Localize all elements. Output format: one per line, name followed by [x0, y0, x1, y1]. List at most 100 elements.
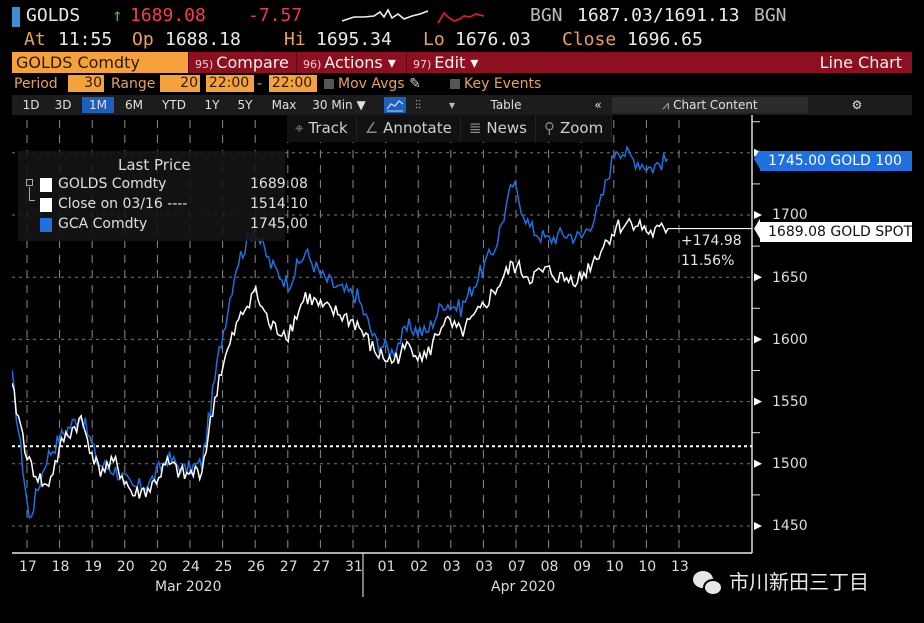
- x-tick-label: 25: [214, 559, 233, 575]
- last-price: 1689.08: [130, 5, 206, 26]
- range-1d[interactable]: 1D: [22, 98, 40, 112]
- x-tick-label: 01: [377, 559, 396, 575]
- at-time: 11:55: [58, 29, 113, 50]
- collapse-button[interactable]: «: [594, 98, 602, 112]
- news-button[interactable]: ≣ News: [461, 115, 536, 142]
- white-swatch: [40, 198, 52, 212]
- bid-ask: 1687.03/1691.13: [577, 5, 740, 26]
- x-tick-label: 07: [508, 559, 526, 575]
- bar-chart-icon[interactable]: ⫶⫶: [414, 98, 421, 112]
- x-tick-label: 18: [51, 559, 70, 575]
- ask-source: BGN: [754, 5, 787, 26]
- crosshair-icon: ⌖: [295, 119, 304, 137]
- range-ytd[interactable]: YTD: [162, 98, 186, 112]
- pencil-icon[interactable]: ✎: [409, 76, 421, 92]
- magnifier-icon: ⚲: [543, 119, 555, 137]
- watermark: 市川新田三丁目: [693, 566, 869, 597]
- key-events-checkbox[interactable]: Key Events: [450, 76, 541, 92]
- actions-label: Actions ▾: [324, 53, 396, 72]
- line-chart-icon[interactable]: [384, 97, 406, 113]
- high-value: 1695.34: [316, 29, 392, 50]
- ticker-marker: [12, 7, 20, 27]
- news-label: News: [486, 119, 527, 137]
- pencil-icon: ∠: [364, 119, 379, 137]
- track-button[interactable]: ⌖ Track: [287, 115, 357, 142]
- month-label-mar: Mar 2020: [155, 579, 222, 595]
- range-1y[interactable]: 1Y: [204, 98, 220, 112]
- menu-bar: GOLDS Comdty 95) Compare 96) Actions ▾ 97)…: [12, 52, 912, 73]
- actions-number: 96): [303, 58, 322, 71]
- y-tick-1600: 1600: [772, 332, 808, 348]
- sparkline-white: [341, 8, 429, 22]
- news-icon: ≣: [468, 119, 482, 137]
- change-percent: 11.56%: [681, 253, 735, 269]
- low-value: 1676.03: [455, 29, 531, 50]
- compare-button[interactable]: 95) Compare: [188, 52, 296, 73]
- price-chart[interactable]: [12, 115, 912, 600]
- chart-type-dropdown-icon[interactable]: ▾: [448, 98, 456, 112]
- range-3d[interactable]: 3D: [54, 98, 72, 112]
- interval-dropdown[interactable]: 30 Min ▼: [312, 98, 366, 112]
- ohlc-line: At 11:55 Op 1688.18 Hi 1695.34 Lo 1676.0…: [0, 29, 924, 51]
- y-tick-1550: 1550: [772, 394, 808, 410]
- period-input[interactable]: 30: [68, 75, 104, 92]
- range-input[interactable]: 20: [160, 75, 200, 92]
- y-tick-1700: 1700: [772, 207, 808, 223]
- table-button[interactable]: Table: [490, 98, 522, 112]
- range-6m[interactable]: 6M: [125, 98, 143, 112]
- y-tick-1500: 1500: [772, 456, 808, 472]
- chart-area[interactable]: [12, 115, 912, 600]
- wechat-icon: [693, 570, 723, 597]
- security-field[interactable]: GOLDS Comdty: [12, 52, 188, 73]
- legend-value: 1514.10: [250, 196, 308, 212]
- range-bar: 1D 3D 1M 6M YTD 1Y 5Y Max 30 Min ▼ ⫶⫶ ▾ …: [12, 95, 912, 115]
- compare-number: 95): [195, 58, 214, 71]
- settings-gear-icon[interactable]: ⚙: [851, 98, 863, 112]
- annotate-button[interactable]: ∠ Annotate: [357, 115, 461, 142]
- zoom-label: Zoom: [559, 119, 604, 137]
- range-max[interactable]: Max: [271, 98, 297, 112]
- edit-button[interactable]: 97) Edit ▾: [406, 52, 506, 73]
- zoom-button[interactable]: ⚲ Zoom: [536, 115, 613, 142]
- period-label: Period: [14, 76, 58, 92]
- chart-toolstrip: ⌖ Track ∠ Annotate ≣ News ⚲ Zoom: [287, 115, 613, 142]
- at-label: At: [24, 29, 46, 50]
- legend-name: GCA Comdty: [58, 216, 148, 232]
- line-chart-glyph: [386, 100, 404, 112]
- time-to-input[interactable]: 22:00: [269, 75, 317, 92]
- range-5y[interactable]: 5Y: [237, 98, 253, 112]
- legend-value: 1745.00: [250, 216, 308, 232]
- open-value: 1688.18: [165, 29, 241, 50]
- legend-value: 1689.08: [250, 176, 308, 192]
- annotate-label: Annotate: [383, 119, 452, 137]
- actions-button[interactable]: 96) Actions ▾: [296, 52, 406, 73]
- gold-100-price-tag: 1745.00 GOLD 100: [760, 151, 912, 171]
- sparkline-red: [437, 11, 485, 24]
- open-label: Op: [132, 29, 154, 50]
- close-label: Close: [562, 29, 617, 50]
- bid-source: BGN: [530, 5, 563, 26]
- settings-bar: Period 30 Range 20 22:00 - 22:00 Mov Avg…: [12, 75, 912, 93]
- chart-content-button[interactable]: ⩘ Chart Content: [612, 97, 808, 113]
- low-label: Lo: [423, 29, 445, 50]
- mov-avgs-label: Mov Avgs: [338, 76, 405, 92]
- x-tick-label: 27: [279, 559, 298, 575]
- time-dash: -: [257, 76, 263, 92]
- time-from-input[interactable]: 22:00: [206, 75, 254, 92]
- chart-type-label[interactable]: Line Chart: [819, 53, 902, 72]
- x-tick-label: 10: [605, 559, 624, 575]
- range-1m[interactable]: 1M: [82, 97, 114, 113]
- ticker-symbol[interactable]: GOLDS: [26, 5, 81, 26]
- range-label: Range: [111, 76, 156, 92]
- collapse-toggle-icon[interactable]: [26, 179, 33, 186]
- compare-label: Compare: [216, 53, 289, 72]
- edit-label: Edit ▾: [434, 53, 479, 72]
- key-events-label: Key Events: [464, 76, 542, 92]
- mov-avgs-checkbox[interactable]: Mov Avgs ✎: [324, 76, 421, 92]
- x-tick-label: 27: [312, 559, 331, 575]
- watermark-text: 市川新田三丁目: [729, 570, 869, 594]
- gold-spot-price-tag: 1689.08 GOLD SPOT: [760, 222, 912, 242]
- x-tick-label: 09: [573, 559, 592, 575]
- white-swatch: [40, 178, 52, 192]
- checkbox-icon: [450, 79, 460, 89]
